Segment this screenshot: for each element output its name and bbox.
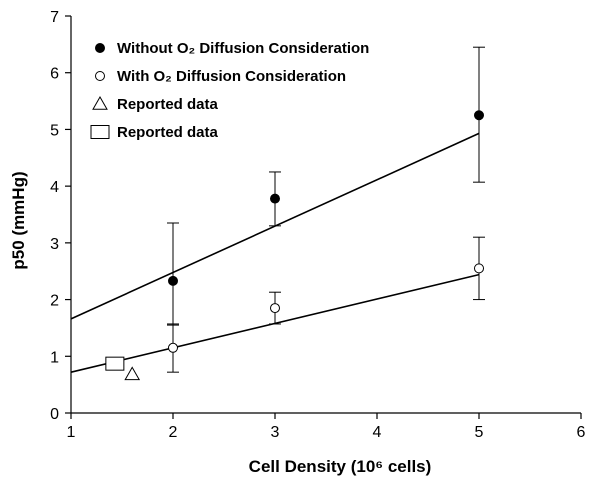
data-points [105, 110, 484, 381]
y-tick-label-3: 3 [50, 236, 59, 253]
legend-label-4: Reported data [117, 124, 219, 141]
x-tick-label-1: 1 [67, 424, 76, 441]
legend-marker-1 [95, 43, 105, 53]
y-tick-label-0: 0 [50, 406, 59, 423]
y-tick-label-6: 6 [50, 66, 59, 83]
y-tick-label-1: 1 [50, 349, 59, 366]
x-tick-label-6: 6 [577, 424, 586, 441]
x-tick-label-4: 4 [373, 424, 382, 441]
legend-marker-4 [90, 125, 110, 139]
y-tick-label-2: 2 [50, 293, 59, 310]
data-point-s4-p1 [105, 356, 125, 371]
y-axis-label: p50 (mmHg) [9, 171, 28, 269]
legend-label-3: Reported data [117, 96, 219, 113]
legend-marker-3 [92, 95, 108, 110]
data-point-s1-p3 [474, 110, 484, 121]
legend-marker-2 [95, 71, 105, 81]
legend-label-2: With O₂ Diffusion Consideration [117, 68, 346, 85]
legend-label-1: Without O₂ Diffusion Consideration [117, 40, 369, 57]
data-point-s2-p3 [474, 263, 484, 274]
legend: Without O₂ Diffusion Consideration With O… [90, 40, 369, 141]
data-point-s1-p1 [168, 275, 178, 286]
y-tick-label-7: 7 [50, 9, 59, 26]
data-point-s2-p2 [270, 303, 280, 314]
y-tick-label-5: 5 [50, 122, 59, 139]
data-point-s2-p1 [168, 342, 178, 353]
axes [65, 15, 582, 419]
data-point-s3-p1 [124, 366, 141, 381]
x-tick-label-2: 2 [169, 424, 178, 441]
x-axis-label: Cell Density (10⁶ cells) [249, 457, 432, 476]
x-tick-label-3: 3 [271, 424, 280, 441]
fit-lines [70, 132, 480, 373]
x-tick-label-5: 5 [475, 424, 484, 441]
data-point-s1-p2 [270, 193, 280, 204]
y-tick-label-4: 4 [50, 179, 59, 196]
